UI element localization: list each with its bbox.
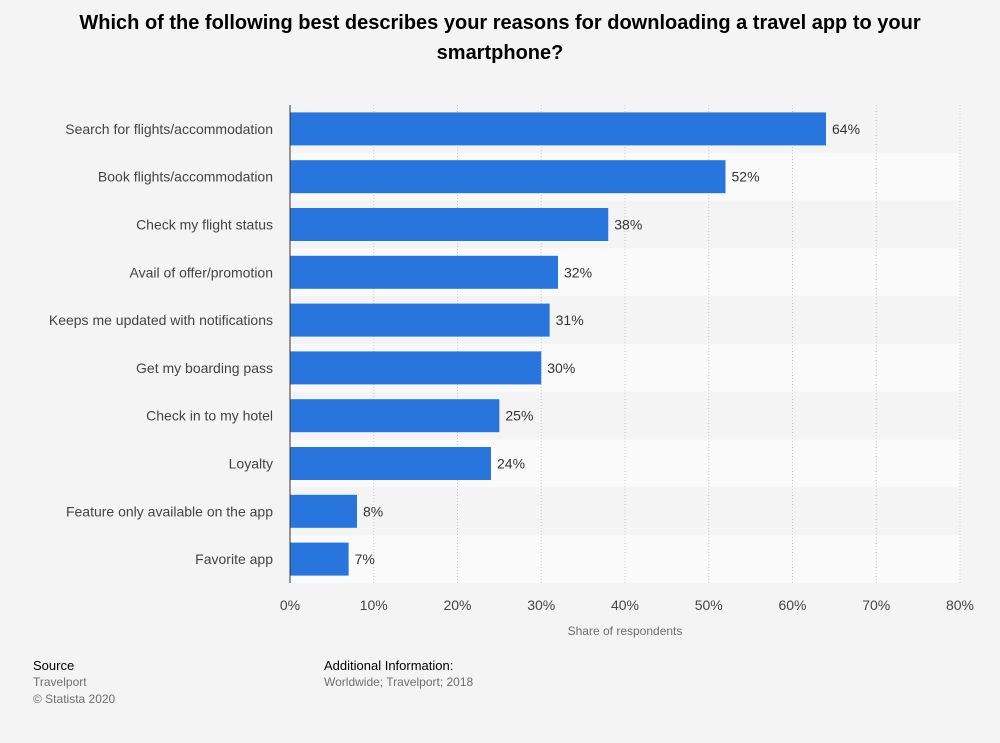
x-tick-label: 50% xyxy=(695,597,723,613)
bar xyxy=(290,255,558,289)
bar xyxy=(290,351,542,385)
category-label: Feature only available on the app xyxy=(66,503,273,519)
x-tick-label: 30% xyxy=(527,597,555,613)
bar xyxy=(290,494,357,528)
category-label: Book flights/accommodation xyxy=(98,169,273,185)
chart-title: Which of the following best describes yo… xyxy=(79,12,921,64)
category-label: Search for flights/accommodation xyxy=(65,121,273,137)
category-label: Check in to my hotel xyxy=(146,408,273,424)
data-label: 8% xyxy=(363,503,383,519)
x-tick-label: 60% xyxy=(778,597,806,613)
bar xyxy=(290,112,826,146)
x-tick-label: 0% xyxy=(280,597,300,613)
x-tick-label: 20% xyxy=(443,597,471,613)
x-tick-label: 40% xyxy=(611,597,639,613)
bar xyxy=(290,303,550,337)
data-label: 38% xyxy=(614,217,642,233)
footer-additional-info: Additional Information: Worldwide; Trave… xyxy=(324,657,473,691)
data-label: 32% xyxy=(564,264,592,280)
x-axis-label: Share of respondents xyxy=(568,624,683,638)
category-label: Keeps me updated with notifications xyxy=(49,312,273,328)
x-tick-label: 80% xyxy=(946,597,974,613)
source-name[interactable]: Travelport xyxy=(33,675,87,689)
data-label: 7% xyxy=(355,551,375,567)
data-label: 52% xyxy=(732,169,760,185)
source-heading: Source xyxy=(33,658,75,673)
category-label: Check my flight status xyxy=(136,217,273,233)
bar xyxy=(290,208,609,241)
category-label: Get my boarding pass xyxy=(136,360,273,376)
bar xyxy=(290,399,500,433)
category-label: Favorite app xyxy=(195,551,273,567)
data-label: 24% xyxy=(497,456,525,472)
copyright: © Statista 2020 xyxy=(33,692,116,706)
bar-chart: 64% Search for flights/accommodation 52% Bo… xyxy=(49,105,974,638)
bar xyxy=(290,160,726,194)
bar xyxy=(290,447,491,480)
info-heading: Additional Information: xyxy=(324,658,454,673)
category-label: Avail of offer/promotion xyxy=(130,264,273,280)
data-label: 25% xyxy=(505,408,533,424)
data-label: 30% xyxy=(547,360,575,376)
x-tick-label: 70% xyxy=(862,597,890,613)
data-label: 64% xyxy=(832,121,860,137)
category-label: Loyalty xyxy=(229,456,273,472)
info-text: Worldwide; Travelport; 2018 xyxy=(324,675,474,689)
row-band xyxy=(290,535,960,583)
x-tick-label: 10% xyxy=(360,597,388,613)
data-label: 31% xyxy=(556,312,584,328)
footer-source: Source Travelport © Statista 2020 xyxy=(33,657,115,708)
bar xyxy=(290,542,349,576)
